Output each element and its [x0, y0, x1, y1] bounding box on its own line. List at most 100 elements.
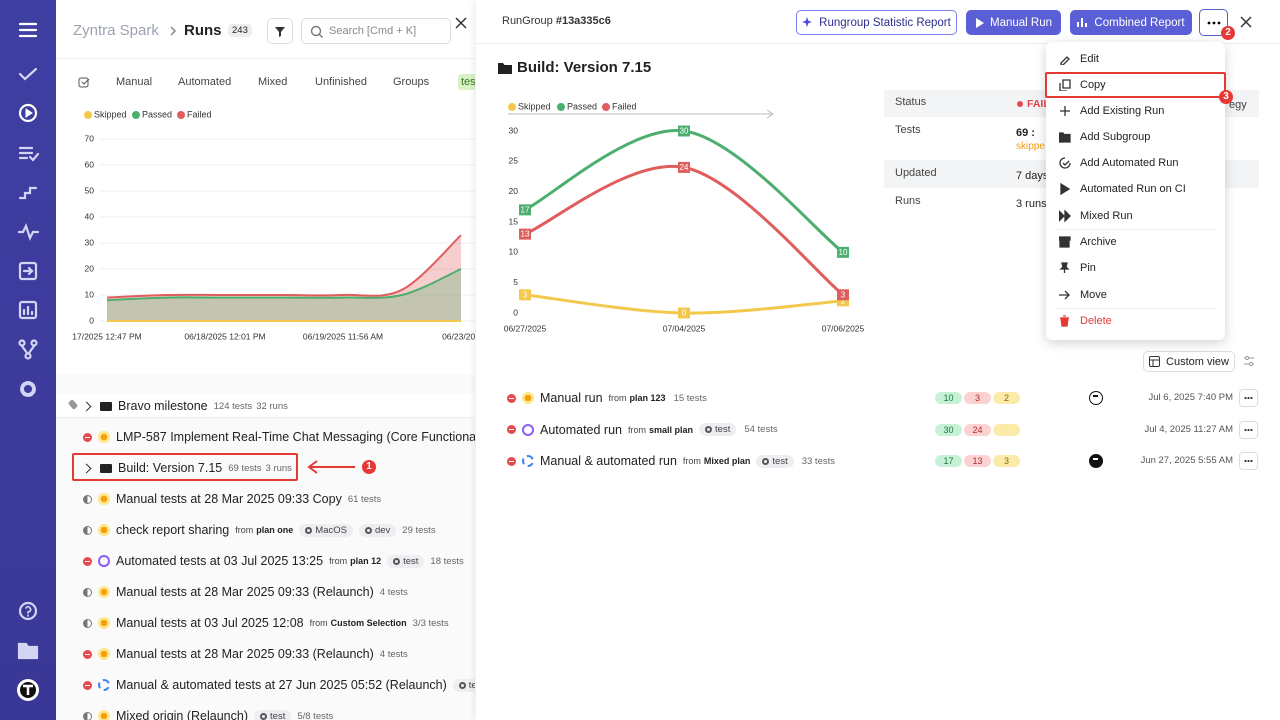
menu-item[interactable]: Add Automated Run [1047, 150, 1224, 176]
y-tick-label: 0 [89, 315, 94, 325]
type-icon [98, 710, 110, 720]
menu-item[interactable]: Delete [1047, 308, 1224, 334]
step-badge: 2 [1221, 26, 1235, 40]
cut-text: egy [1229, 99, 1247, 111]
test-count: 54 tests [744, 424, 778, 435]
tag-chip: test [387, 554, 425, 568]
type-icon [98, 586, 110, 598]
menu-item[interactable]: Move [1047, 282, 1224, 308]
y-tick-label: 10 [509, 247, 519, 257]
line [524, 129, 844, 254]
test-count: 4 tests [379, 586, 408, 598]
group-row[interactable]: Build: Version 7.15 69 tests 3 runs [81, 456, 292, 480]
detail-label: Status [895, 96, 927, 108]
search-input[interactable]: Search [Cmd + K] [301, 18, 451, 44]
plan-name: Custom Selection [330, 618, 407, 628]
run-row[interactable]: Manual tests at 03 Jul 2025 12:08 from Cus… [83, 611, 449, 635]
y-tick-label: 10 [85, 289, 95, 299]
run-count: 32 runs [256, 400, 288, 412]
dots-icon [1207, 21, 1220, 24]
run-name: Manual tests at 28 Mar 2025 09:33 Copy [116, 492, 342, 506]
menu-label: Copy [1080, 79, 1106, 91]
manual-run-button[interactable]: Manual Run [966, 10, 1061, 35]
menu-item[interactable]: Archive [1047, 229, 1224, 255]
test-count: 61 tests [347, 493, 382, 505]
plan-name: plan 123 [629, 393, 666, 403]
settings-icon[interactable] [1243, 355, 1255, 367]
menu-label: Mixed Run [1080, 210, 1133, 222]
status-icon [507, 456, 516, 466]
tab[interactable]: Mixed [258, 76, 288, 88]
data-label-bg [837, 246, 849, 258]
from-label: from [608, 393, 627, 403]
custom-view-button[interactable]: Custom view [1143, 351, 1235, 372]
run-row[interactable]: Automated tests at 03 Jul 2025 13:25 from… [83, 549, 464, 573]
menu-item[interactable]: Mixed Run [1047, 203, 1224, 229]
count-badge: 2 [993, 392, 1020, 404]
menu-item[interactable]: Add Existing Run [1047, 98, 1224, 124]
menu-item[interactable]: Add Subgroup [1047, 124, 1224, 150]
menu-separator [1055, 308, 1217, 309]
legend-marker [177, 111, 185, 119]
test-count: 18 tests [430, 555, 464, 567]
line [106, 234, 462, 299]
test-count: 69 tests [228, 462, 262, 474]
menu-item[interactable]: Pin [1047, 255, 1224, 281]
expand-chevron [81, 463, 92, 473]
icon-shape [1059, 210, 1071, 222]
more-button[interactable] [1199, 9, 1228, 36]
header-divider [476, 43, 1280, 44]
status-icon [83, 494, 92, 504]
legend-label: Passed [142, 109, 172, 119]
run-row[interactable]: Manual run from plan 123 15 tests [507, 386, 707, 410]
run-row[interactable]: Manual tests at 28 Mar 2025 09:33 (Relau… [83, 642, 408, 666]
run-row[interactable]: Automated run from small plan test 54 tests [507, 418, 778, 442]
count-badge: 13 [964, 455, 991, 467]
y-tick-label: 0 [513, 307, 518, 317]
count-badge: 3 [993, 455, 1020, 467]
highlight-box [1045, 72, 1226, 98]
menu-icon [1060, 183, 1071, 195]
group-id: #13a335c6 [555, 15, 611, 27]
run-row[interactable]: check report sharing from plan one MacOS dev… [83, 518, 436, 542]
workspace-name[interactable]: Zyntra Spark [73, 22, 159, 39]
close-button[interactable] [453, 15, 469, 31]
statistic-report-button[interactable]: Rungroup Statistic Report [796, 10, 957, 35]
run-name: Manual tests at 28 Mar 2025 09:33 (Relau… [116, 585, 374, 599]
button-label: Manual Run [989, 16, 1052, 29]
runs-value: 3 runs [1016, 198, 1047, 210]
plan-name: Mixed plan [703, 456, 751, 466]
select-all-icon[interactable] [78, 76, 91, 89]
combined-report-button[interactable]: Combined Report [1070, 10, 1192, 35]
menu-item[interactable]: Edit [1047, 46, 1224, 72]
tab-chip[interactable]: tes [458, 74, 475, 90]
tab[interactable]: Automated [178, 76, 232, 88]
run-name: Mixed origin (Relaunch) [116, 709, 249, 720]
row-menu-button[interactable] [1239, 420, 1258, 439]
sparkle-icon [802, 17, 813, 27]
menu-item[interactable]: Copy [1047, 72, 1224, 98]
run-row[interactable]: Manual & automated run from Mixed plan test… [507, 449, 835, 473]
step-badge: 1 [362, 460, 376, 474]
row-menu-button[interactable] [1239, 389, 1258, 407]
filter-button[interactable] [267, 18, 293, 44]
tab[interactable]: Unfinished [315, 76, 367, 88]
data-label: 0 [682, 309, 687, 318]
tab[interactable]: Manual [116, 76, 153, 88]
run-row[interactable]: Manual tests at 28 Mar 2025 09:33 (Relau… [83, 580, 408, 604]
run-row[interactable]: Manual tests at 28 Mar 2025 09:33 Copy 61… [83, 487, 381, 511]
group-row[interactable]: Bravo milestone 124 tests 32 runs [81, 394, 288, 418]
row-menu-button[interactable] [1239, 452, 1258, 470]
run-row[interactable]: Manual & automated tests at 27 Jun 2025 … [83, 673, 475, 697]
avatar-glyph [1093, 458, 1098, 465]
run-row[interactable]: LMP-587 Implement Real-Time Chat Messagi… [83, 425, 475, 449]
run-row[interactable]: Mixed origin (Relaunch) test 5/8 tests [83, 704, 333, 720]
close-detail-button[interactable] [1239, 15, 1253, 29]
type-icon [522, 423, 534, 436]
icon-shape [1060, 106, 1070, 116]
menu-item[interactable]: Automated Run on CI [1047, 176, 1224, 202]
dots-icon [1244, 397, 1253, 399]
origin: from plan one [235, 525, 293, 535]
tab[interactable]: Groups [393, 76, 430, 88]
